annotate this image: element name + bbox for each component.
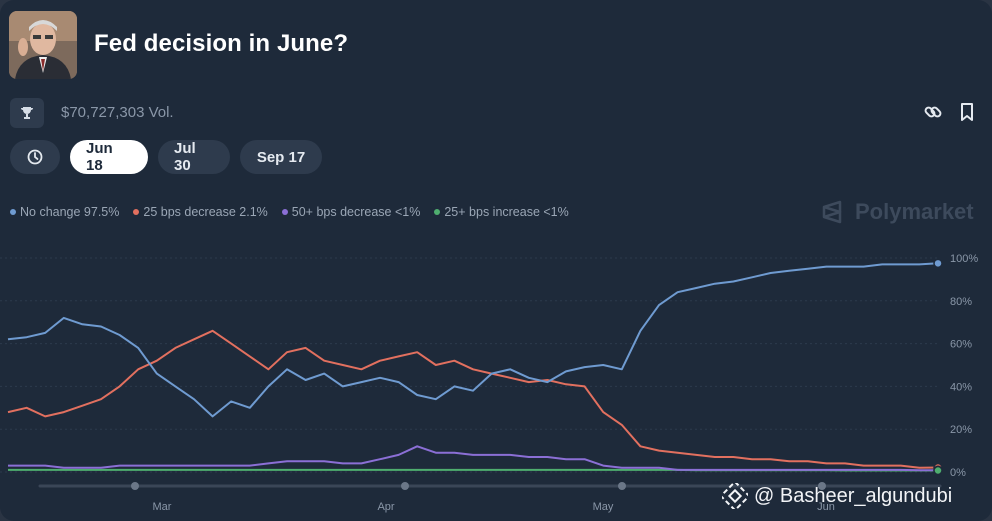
time-scrubber-dot[interactable] — [818, 482, 826, 490]
x-tick-label: Mar — [153, 501, 172, 513]
y-tick-label: 40% — [950, 381, 972, 393]
brand-name: Polymarket — [855, 199, 974, 224]
series-line — [7, 262, 939, 418]
market-title: Fed decision in June? — [94, 30, 349, 57]
legend-item-25bps-decrease[interactable]: 25 bps decrease 2.1% — [133, 205, 268, 219]
portrait-avatar — [9, 11, 77, 79]
legend-dot — [10, 209, 16, 215]
date-tabs: Jun 18 Jul 30 Sep 17 — [10, 140, 322, 174]
tab-jun-18[interactable]: Jun 18 — [70, 140, 148, 174]
time-scrubber-dot[interactable] — [131, 482, 139, 490]
legend-dot — [434, 209, 441, 215]
time-scrubber-dot[interactable] — [618, 482, 626, 490]
series-end-marker[interactable] — [933, 465, 943, 476]
legend-item-no-change[interactable]: No change 97.5% — [10, 205, 119, 219]
watermark-text: @ Basheer_algundubi — [754, 484, 953, 507]
y-tick-label: 100% — [950, 253, 978, 265]
x-tick-label: Jun — [817, 501, 835, 513]
legend-item-50bps-decrease[interactable]: 50+ bps decrease <1% — [281, 205, 421, 219]
tab-jul-30[interactable]: Jul 30 — [158, 140, 230, 174]
x-tick-label: May — [593, 501, 614, 513]
series-line — [8, 445, 938, 472]
legend-label: 50+ bps decrease <1% — [291, 205, 421, 219]
legend-dot — [281, 209, 288, 215]
legend-label: 25+ bps increase <1% — [444, 205, 569, 219]
link-icon[interactable] — [922, 101, 944, 123]
volume-text: $70,727,303 Vol. — [61, 104, 174, 121]
legend-label: 25 bps decrease 2.1% — [143, 205, 268, 219]
polymarket-brand: Polymarket — [820, 199, 974, 225]
chart-legend: No change 97.5% 25 bps decrease 2.1% 50+… — [10, 205, 569, 219]
tab-sep-17[interactable]: Sep 17 — [240, 140, 322, 174]
legend-item-25bps-increase[interactable]: 25+ bps increase <1% — [434, 205, 569, 219]
legend-dot — [133, 209, 140, 215]
series-end-marker[interactable] — [933, 258, 943, 269]
watermark: @ Basheer_algundubi — [722, 483, 952, 509]
probability-chart: 100% 80% 60% 40% 20% 0% Mar Apr May Jun — [0, 253, 978, 513]
time-scrubber-dot[interactable] — [401, 482, 409, 490]
y-tick-label: 0% — [950, 467, 966, 479]
y-tick-label: 20% — [950, 424, 972, 436]
bookmark-icon[interactable] — [956, 101, 978, 123]
polymarket-logo-icon — [822, 200, 842, 224]
y-tick-label: 80% — [950, 296, 972, 308]
binance-logo-icon — [722, 483, 748, 509]
series-line — [7, 329, 939, 469]
trophy-icon[interactable] — [10, 98, 44, 128]
x-tick-label: Apr — [377, 501, 394, 513]
history-icon[interactable] — [10, 140, 60, 174]
legend-label: No change 97.5% — [20, 205, 120, 219]
y-tick-label: 60% — [950, 339, 972, 351]
